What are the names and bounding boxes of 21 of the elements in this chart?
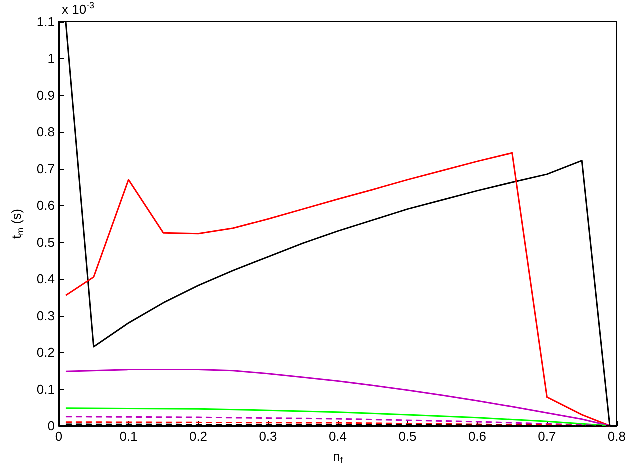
- x-tick-label: 0.2: [189, 429, 208, 444]
- x-tick-label: 0.1: [120, 429, 138, 444]
- x-tick-label: 0.5: [398, 429, 417, 444]
- y-tick-label: 0.3: [36, 308, 55, 324]
- y-tick-label: 0.2: [36, 345, 55, 360]
- y-tick-label: 1: [48, 51, 55, 66]
- x-tick-label: 0.8: [608, 429, 626, 444]
- x-tick-label: 0.6: [468, 429, 487, 444]
- x-tick-label: 0.7: [538, 429, 556, 444]
- y-tick-label: 0.9: [36, 88, 55, 103]
- y-tick-label: 0.8: [36, 124, 55, 140]
- y-tick-label: 0.4: [36, 272, 55, 287]
- x-tick-label: 0.4: [328, 429, 348, 444]
- y-tick-label: 0.6: [36, 198, 55, 214]
- x-tick-label: 0.3: [259, 429, 278, 444]
- y-tick-label: 1.1: [36, 14, 55, 30]
- y-tick-label: 0.5: [36, 234, 55, 250]
- y-tick-label: 0.7: [36, 161, 55, 176]
- y-axis-title: tm (s): [9, 209, 26, 239]
- y-tick-label: 0: [48, 418, 55, 434]
- y-tick-label: 0.1: [36, 382, 55, 397]
